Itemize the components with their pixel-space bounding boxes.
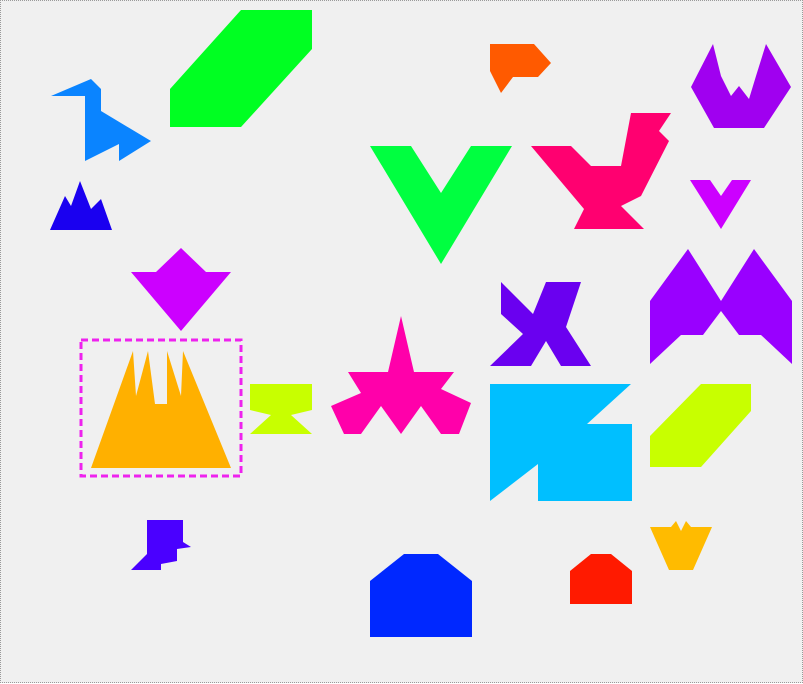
heron-shape[interactable] [51,79,151,161]
jagged-triangle-shape[interactable] [50,181,112,230]
small-house-shape[interactable] [570,554,632,604]
parallelogram-shape-small[interactable] [650,384,751,467]
small-pentagon-shape[interactable] [490,44,551,93]
house-shape[interactable] [370,554,472,637]
hourglass-shape[interactable] [250,384,312,434]
rooster-shape[interactable] [531,113,671,229]
crown-shape[interactable] [691,44,791,128]
boot-shape[interactable] [131,520,191,570]
star-figure-shape[interactable] [331,316,471,434]
parallelogram-shape-large[interactable] [170,10,312,127]
small-v-shape[interactable] [690,180,751,229]
arrow-square-shape[interactable] [490,384,632,501]
mountain-shape[interactable] [91,351,231,468]
bat-shape[interactable] [650,249,792,364]
crown-small-shape[interactable] [650,521,712,570]
arrow-down-shape[interactable] [131,248,231,331]
v-chevron-shape[interactable] [370,146,512,264]
selection-frame [79,338,243,478]
bird-x-shape[interactable] [490,282,591,366]
